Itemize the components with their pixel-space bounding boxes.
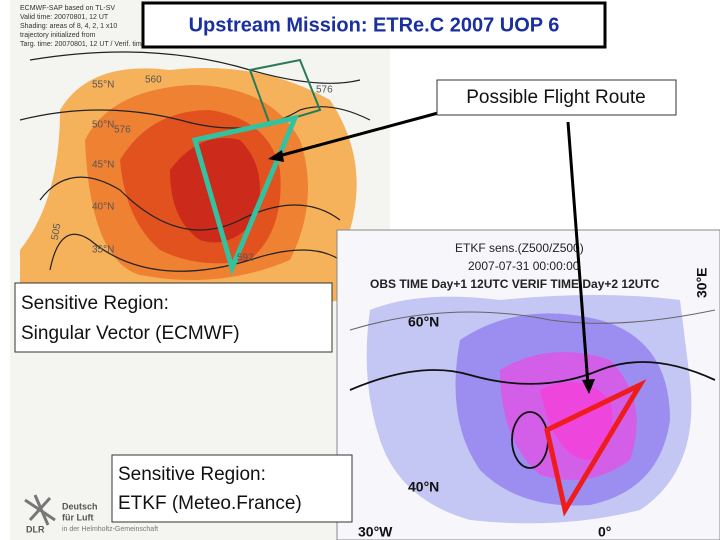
arrow-head bbox=[268, 150, 284, 162]
contour bbox=[29, 51, 361, 84]
etkf-triangle bbox=[544, 379, 647, 517]
contour-label: 592 bbox=[237, 253, 254, 264]
map-header: trajectory initialized from bbox=[20, 32, 96, 39]
shading-4 bbox=[540, 382, 613, 460]
logo-text: DLR bbox=[26, 524, 45, 534]
contour bbox=[49, 233, 341, 272]
contour bbox=[349, 361, 716, 391]
slide-title: Upstream Mission: ETRe.C 2007 UOP 6 bbox=[189, 14, 560, 36]
callout-text: Sensitive Region: bbox=[21, 293, 169, 314]
right-map: ETKF sens.(Z500/Z500) 2007-07-31 00:00:0… bbox=[336, 229, 720, 540]
callout-text: Possible Flight Route bbox=[466, 87, 646, 108]
lat-label: 55°N bbox=[92, 80, 114, 91]
box-outline bbox=[248, 58, 322, 127]
logo: DLR Deutsch für Luft in der Helmholtz-Ge… bbox=[24, 494, 158, 534]
lat-label: 35°N bbox=[92, 245, 114, 256]
lon-label: 30°E bbox=[694, 267, 710, 298]
lon-label: 0° bbox=[598, 524, 611, 540]
sv-triangle bbox=[191, 114, 300, 276]
lat-label: 60°N bbox=[408, 314, 439, 330]
lat-label: 40°N bbox=[92, 202, 114, 213]
map-title: OBS TIME Day+1 12UTC VERIF TIME Day+2 12… bbox=[370, 277, 660, 291]
map-header: Targ. time: 20070801, 12 UT / Verif. tim… bbox=[20, 41, 235, 48]
logo-text: Deutsch bbox=[62, 501, 98, 511]
lat-label: 40°N bbox=[408, 479, 439, 495]
arrows bbox=[268, 111, 595, 394]
arrow-head bbox=[582, 379, 595, 394]
contour-label: 560 bbox=[145, 75, 162, 86]
contour-label: 576 bbox=[114, 125, 131, 136]
callout-box bbox=[14, 282, 333, 353]
contour-label: 576 bbox=[316, 85, 333, 96]
left-map: ECMWF-SAP based on TL-SV Valid time: 200… bbox=[10, 0, 390, 540]
map-header: Shading: areas of 8, 4, 2, 1 x10 bbox=[20, 23, 117, 30]
contour bbox=[19, 106, 371, 129]
callout-text: Singular Vector (ECMWF) bbox=[21, 323, 240, 344]
callout-box bbox=[436, 79, 677, 116]
map-header: Valid time: 20070801, 12 UT bbox=[20, 14, 109, 21]
shading-4 bbox=[170, 138, 260, 243]
logo-mark bbox=[24, 494, 56, 526]
map-header: ECMWF-SAP based on TL-SV bbox=[20, 5, 115, 12]
callout-text: Sensitive Region: bbox=[118, 464, 266, 485]
map-title: ETKF sens.(Z500/Z500) bbox=[455, 241, 584, 255]
logo-text: für Luft bbox=[62, 512, 94, 522]
contour bbox=[349, 309, 716, 331]
lat-label: 45°N bbox=[92, 160, 114, 171]
map-title: 2007-07-31 00:00:00 bbox=[468, 259, 580, 273]
contour bbox=[39, 176, 341, 231]
title-box bbox=[141, 1, 607, 49]
callout-box bbox=[111, 454, 353, 523]
arrow bbox=[566, 121, 590, 386]
logo-text: in der Helmholtz-Gemeinschaft bbox=[62, 526, 158, 533]
lat-label: 50°N bbox=[92, 120, 114, 131]
contour-label: 505 bbox=[50, 222, 64, 241]
callout-text: ETKF (Meteo.France) bbox=[118, 493, 302, 514]
arrow bbox=[274, 111, 439, 159]
lon-label: 30°W bbox=[358, 524, 393, 540]
